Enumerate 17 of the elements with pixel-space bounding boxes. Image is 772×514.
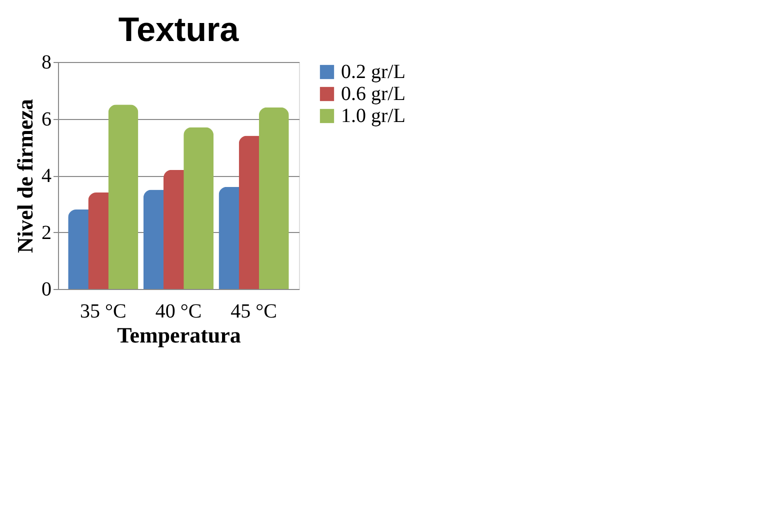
- x-axis-title: Temperatura: [117, 322, 241, 348]
- legend-label: 0.2 gr/L: [341, 61, 406, 83]
- bar: [184, 127, 214, 289]
- y-tick-label: 2: [42, 222, 52, 244]
- y-tick-label: 4: [42, 165, 52, 187]
- x-tick-label: 45 °C: [230, 300, 277, 322]
- bar: [108, 104, 138, 289]
- chart-title: Textura: [118, 11, 240, 49]
- y-tick-label: 0: [42, 278, 52, 300]
- legend-label: 1.0 gr/L: [341, 105, 406, 127]
- y-axis-title: Nivel de firmeza: [12, 99, 38, 253]
- y-tick-label: 8: [42, 52, 52, 74]
- bar: [258, 107, 289, 289]
- legend-label: 0.6 gr/L: [341, 83, 406, 105]
- x-tick-label: 40 °C: [155, 300, 202, 322]
- y-tick-label: 6: [42, 108, 52, 130]
- x-tick-label: 35 °C: [80, 300, 126, 322]
